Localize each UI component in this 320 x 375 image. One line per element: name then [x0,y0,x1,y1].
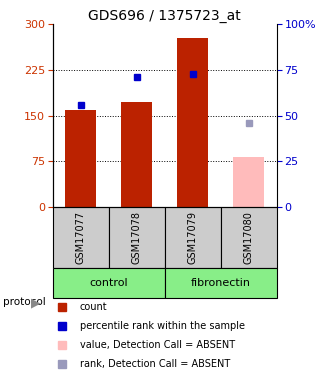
Text: count: count [80,302,107,312]
Bar [221,207,277,268]
Bar [165,207,221,268]
Text: GSM17079: GSM17079 [188,211,198,264]
Text: GSM17077: GSM17077 [76,211,86,264]
Text: ▶: ▶ [31,297,41,309]
Bar [109,207,165,268]
Bar [165,268,277,298]
Text: percentile rank within the sample: percentile rank within the sample [80,321,245,331]
Text: value, Detection Call = ABSENT: value, Detection Call = ABSENT [80,340,235,350]
Title: GDS696 / 1375723_at: GDS696 / 1375723_at [88,9,241,23]
Bar [121,102,152,207]
Text: control: control [90,278,128,288]
Bar [53,207,109,268]
Bar [233,157,264,207]
Text: protocol: protocol [3,297,46,307]
Bar [177,38,208,207]
Bar [65,110,96,207]
Bar [53,268,165,298]
Text: GSM17080: GSM17080 [244,211,254,264]
Text: fibronectin: fibronectin [191,278,251,288]
Text: rank, Detection Call = ABSENT: rank, Detection Call = ABSENT [80,359,230,369]
Text: GSM17078: GSM17078 [132,211,142,264]
